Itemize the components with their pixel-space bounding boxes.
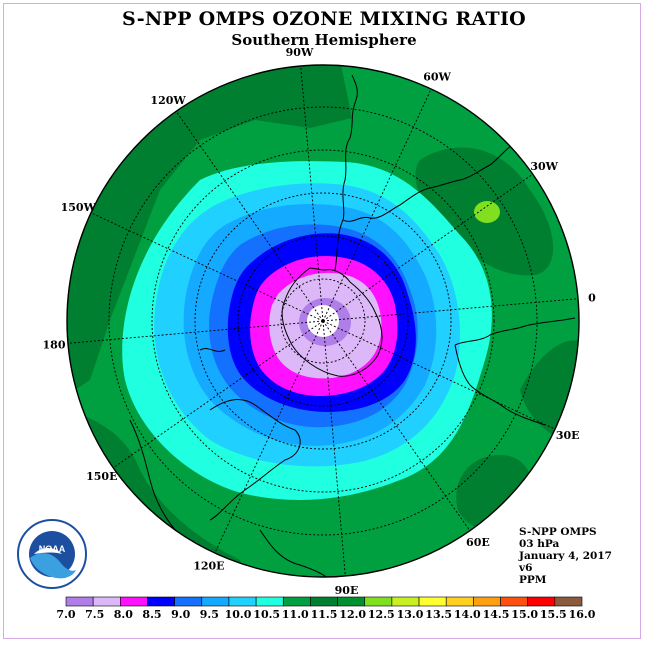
meridian-line	[322, 320, 556, 430]
info-units: PPM	[519, 574, 547, 586]
longitude-label: 30W	[530, 160, 558, 173]
meridian-line	[322, 88, 432, 322]
ozone-field	[67, 65, 579, 577]
meridian-line	[214, 320, 324, 554]
info-date: January 4, 2017	[519, 550, 612, 562]
longitude-label: 60W	[423, 70, 451, 83]
meridian-line	[113, 320, 324, 469]
meridian-line	[90, 212, 324, 322]
longitude-label: 30E	[556, 429, 580, 442]
meridian-line	[322, 173, 533, 322]
longitude-label: 120W	[150, 94, 186, 107]
longitude-label: 150W	[61, 201, 97, 214]
longitude-label: 60E	[466, 536, 490, 549]
longitude-label: 150E	[86, 470, 117, 483]
map-title: S-NPP OMPS OZONE MIXING RATIO	[121, 8, 527, 30]
longitude-label: 90E	[335, 584, 359, 597]
page-frame	[3, 3, 641, 639]
longitude-label: 180	[43, 339, 66, 352]
longitude-label: 90W	[286, 46, 314, 59]
meridian-line	[322, 320, 346, 577]
meridian-line	[322, 298, 579, 322]
map-boundary	[66, 64, 580, 578]
longitude-label: 0	[588, 292, 596, 305]
meridian-line	[175, 111, 324, 322]
noaa-logo: NOAA	[16, 518, 88, 590]
info-version: v6	[519, 562, 533, 574]
meridian-line	[300, 65, 324, 322]
meridians	[67, 65, 579, 577]
map-subtitle: Southern Hemisphere	[231, 31, 417, 49]
graticule	[108, 106, 538, 536]
noaa-logo-text: NOAA	[39, 544, 66, 554]
meridian-line	[322, 320, 471, 531]
longitude-labels: 90W 60W 30W 0 30E 60E 90E 120E 150E 180 150W 120W	[43, 46, 597, 597]
meridian-line	[67, 320, 324, 344]
info-level: 03 hPa	[519, 538, 560, 550]
longitude-label: 120E	[193, 560, 224, 573]
info-block: S-NPP OMPS 03 hPa January 4, 2017 v6 PPM	[519, 526, 612, 586]
info-instrument: S-NPP OMPS	[519, 526, 597, 538]
band-12-0-spot	[474, 201, 500, 223]
